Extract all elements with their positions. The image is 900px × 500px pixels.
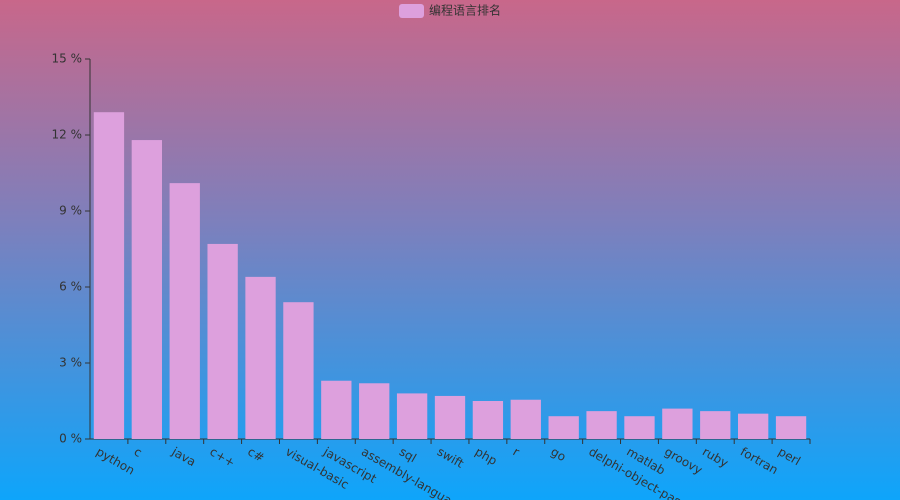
bar (662, 408, 693, 439)
legend-label[interactable]: 编程语言排名 (429, 3, 501, 18)
y-tick-label: 6 % (59, 280, 82, 294)
bar (359, 383, 390, 439)
y-tick-label: 15 % (52, 52, 83, 66)
bar (586, 411, 617, 439)
bar (245, 276, 276, 439)
bar (624, 416, 655, 439)
bar (434, 395, 466, 439)
x-tick-label: go (548, 445, 568, 465)
bar (472, 401, 504, 439)
bar (207, 243, 238, 439)
bar (775, 416, 807, 439)
y-tick-label: 3 % (59, 356, 82, 370)
bar (510, 399, 541, 439)
bar (738, 413, 769, 439)
y-tick-label: 12 % (52, 128, 83, 142)
bar (321, 380, 352, 439)
bar (131, 140, 162, 440)
bar (93, 112, 125, 439)
bar (169, 183, 200, 439)
bar (396, 393, 428, 439)
bar (548, 416, 579, 439)
y-tick-label: 9 % (59, 204, 82, 218)
legend-swatch[interactable] (399, 4, 424, 18)
bar (700, 411, 731, 439)
bar (283, 302, 314, 439)
y-tick-label: 0 % (59, 432, 82, 446)
x-tick-label: r (511, 445, 522, 460)
